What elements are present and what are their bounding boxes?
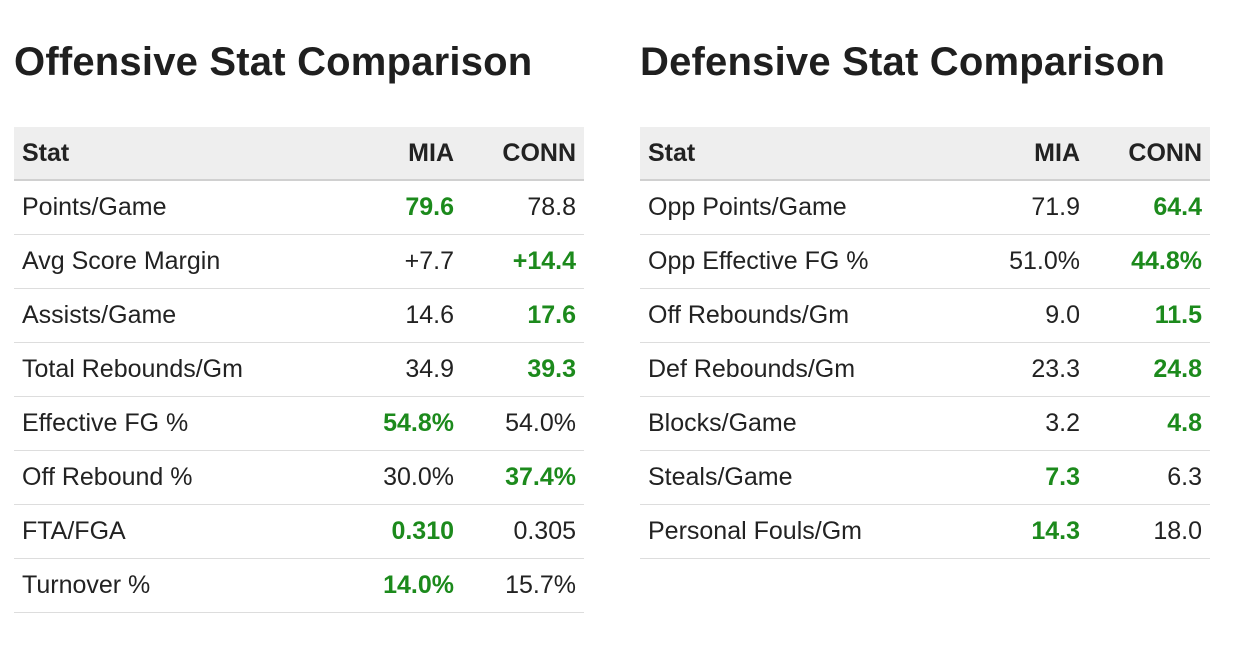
mia-value-cell: 14.0% — [304, 558, 454, 613]
stat-name-cell: Effective FG % — [14, 396, 304, 451]
table-row: Blocks/Game 3.2 4.8 — [640, 396, 1210, 451]
stat-name-cell: FTA/FGA — [14, 504, 304, 559]
mia-value-cell: 14.6 — [304, 288, 454, 343]
table-row: Total Rebounds/Gm 34.9 39.3 — [14, 342, 584, 397]
offensive-title: Offensive Stat Comparison — [14, 40, 533, 84]
conn-value-cell: 54.0% — [454, 396, 584, 451]
conn-value-cell: 15.7% — [454, 558, 584, 613]
mia-value-cell: 14.3 — [930, 504, 1080, 559]
conn-value-cell: 37.4% — [454, 450, 584, 505]
conn-value-cell: 11.5 — [1080, 288, 1210, 343]
mia-value-cell: 7.3 — [930, 450, 1080, 505]
table-row: Def Rebounds/Gm 23.3 24.8 — [640, 342, 1210, 397]
conn-value-cell: 17.6 — [454, 288, 584, 343]
table-row: Off Rebound % 30.0% 37.4% — [14, 450, 584, 505]
table-header-row: Stat MIA CONN — [14, 127, 584, 181]
mia-value-cell: 23.3 — [930, 342, 1080, 397]
stat-name-cell: Blocks/Game — [640, 396, 930, 451]
mia-column-header: MIA — [930, 127, 1080, 181]
conn-value-cell: 24.8 — [1080, 342, 1210, 397]
mia-value-cell: 9.0 — [930, 288, 1080, 343]
stat-name-cell: Avg Score Margin — [14, 234, 304, 289]
mia-value-cell: 0.310 — [304, 504, 454, 559]
conn-value-cell: 6.3 — [1080, 450, 1210, 505]
mia-column-header: MIA — [304, 127, 454, 181]
conn-value-cell: 78.8 — [454, 180, 584, 235]
stat-name-cell: Assists/Game — [14, 288, 304, 343]
stat-name-cell: Opp Points/Game — [640, 180, 930, 235]
stat-column-header: Stat — [14, 127, 304, 181]
mia-value-cell: +7.7 — [304, 234, 454, 289]
offensive-stats-table: Stat MIA CONN Points/Game 79.6 78.8 Avg Sco… — [14, 127, 584, 613]
table-row: Personal Fouls/Gm 14.3 18.0 — [640, 504, 1210, 559]
table-row: Effective FG % 54.8% 54.0% — [14, 396, 584, 451]
stat-name-cell: Turnover % — [14, 558, 304, 613]
table-header-row: Stat MIA CONN — [640, 127, 1210, 181]
mia-value-cell: 3.2 — [930, 396, 1080, 451]
table-row: FTA/FGA 0.310 0.305 — [14, 504, 584, 559]
stat-name-cell: Steals/Game — [640, 450, 930, 505]
conn-column-header: CONN — [1080, 127, 1210, 181]
table-row: Opp Effective FG % 51.0% 44.8% — [640, 234, 1210, 289]
conn-value-cell: +14.4 — [454, 234, 584, 289]
stat-name-cell: Total Rebounds/Gm — [14, 342, 304, 397]
stat-name-cell: Off Rebounds/Gm — [640, 288, 930, 343]
conn-value-cell: 4.8 — [1080, 396, 1210, 451]
table-row: Assists/Game 14.6 17.6 — [14, 288, 584, 343]
mia-value-cell: 54.8% — [304, 396, 454, 451]
table-row: Steals/Game 7.3 6.3 — [640, 450, 1210, 505]
stat-name-cell: Def Rebounds/Gm — [640, 342, 930, 397]
conn-value-cell: 0.305 — [454, 504, 584, 559]
defensive-title: Defensive Stat Comparison — [640, 40, 1166, 84]
stat-column-header: Stat — [640, 127, 930, 181]
mia-value-cell: 51.0% — [930, 234, 1080, 289]
stat-name-cell: Personal Fouls/Gm — [640, 504, 930, 559]
table-row: Points/Game 79.6 78.8 — [14, 180, 584, 235]
table-row: Off Rebounds/Gm 9.0 11.5 — [640, 288, 1210, 343]
table-row: Avg Score Margin +7.7 +14.4 — [14, 234, 584, 289]
conn-value-cell: 18.0 — [1080, 504, 1210, 559]
defensive-stats-table: Stat MIA CONN Opp Points/Game 71.9 64.4 Opp… — [640, 127, 1210, 559]
conn-value-cell: 39.3 — [454, 342, 584, 397]
conn-value-cell: 44.8% — [1080, 234, 1210, 289]
mia-value-cell: 34.9 — [304, 342, 454, 397]
stat-name-cell: Points/Game — [14, 180, 304, 235]
stat-name-cell: Opp Effective FG % — [640, 234, 930, 289]
mia-value-cell: 79.6 — [304, 180, 454, 235]
table-row: Opp Points/Game 71.9 64.4 — [640, 180, 1210, 235]
mia-value-cell: 30.0% — [304, 450, 454, 505]
mia-value-cell: 71.9 — [930, 180, 1080, 235]
stat-name-cell: Off Rebound % — [14, 450, 304, 505]
conn-column-header: CONN — [454, 127, 584, 181]
conn-value-cell: 64.4 — [1080, 180, 1210, 235]
table-row: Turnover % 14.0% 15.7% — [14, 558, 584, 613]
